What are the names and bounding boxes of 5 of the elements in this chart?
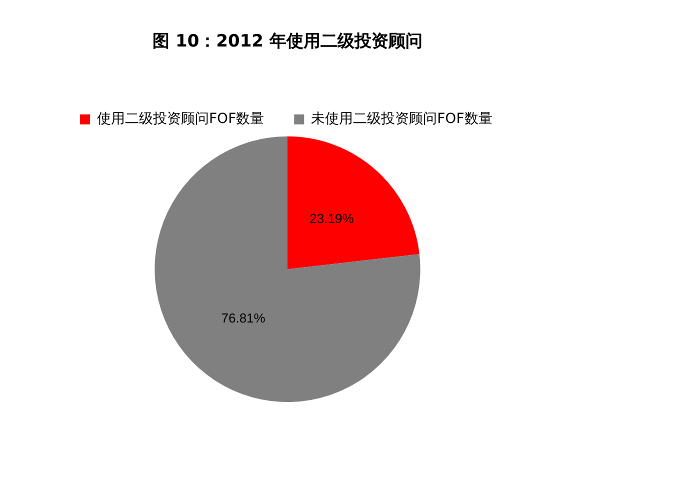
legend-label: 未使用二级投资顾问FOF数量 xyxy=(311,111,492,128)
chart-title: 图 10：2012 年使用二级投资顾问 xyxy=(152,32,422,52)
legend-label: 使用二级投资顾问FOF数量 xyxy=(97,111,264,128)
data-label: 23.19% xyxy=(310,211,354,226)
data-label: 76.81% xyxy=(221,310,266,326)
